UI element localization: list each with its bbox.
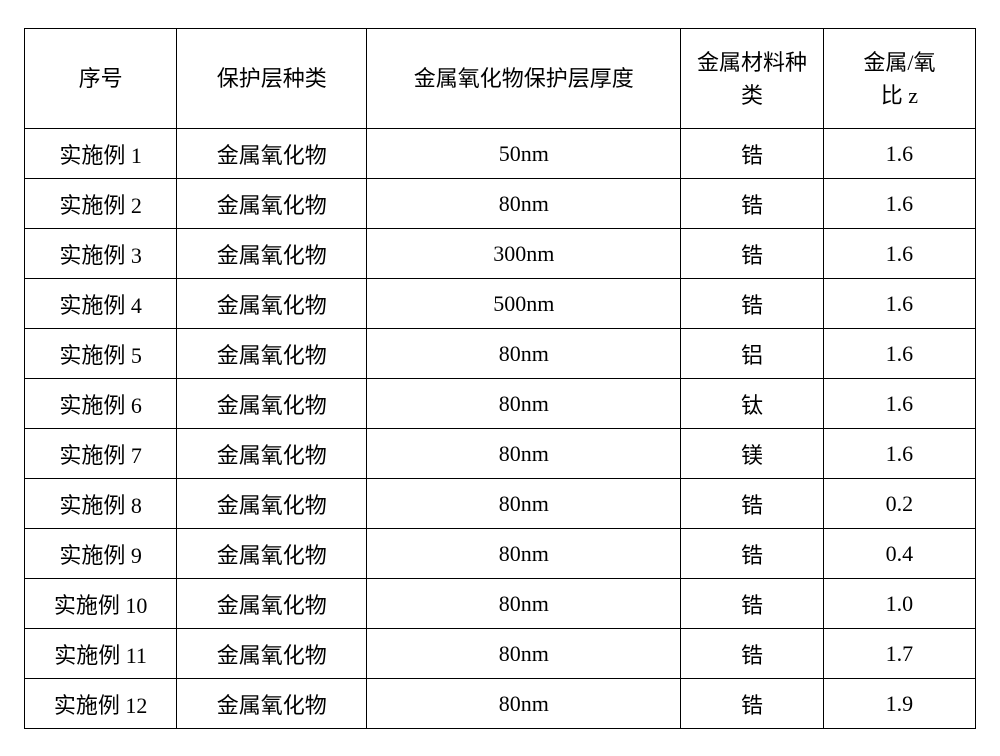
col-header-type-l1: 保护层种类 (217, 62, 327, 95)
cell-ratio: 1.6 (823, 379, 975, 429)
table-row: 实施例 5 金属氧化物 80nm 铝 1.6 (25, 329, 976, 379)
table-row: 实施例 11 金属氧化物 80nm 锆 1.7 (25, 629, 976, 679)
cell-type: 金属氧化物 (177, 479, 367, 529)
cell-thickness: 300nm (367, 229, 681, 279)
cell-type: 金属氧化物 (177, 329, 367, 379)
table-row: 实施例 6 金属氧化物 80nm 钛 1.6 (25, 379, 976, 429)
cell-seq: 实施例 8 (25, 479, 177, 529)
cell-ratio: 1.6 (823, 229, 975, 279)
cell-seq: 实施例 2 (25, 179, 177, 229)
cell-metal: 锆 (681, 629, 824, 679)
cell-metal: 铝 (681, 329, 824, 379)
cell-thickness: 80nm (367, 629, 681, 679)
cell-seq: 实施例 10 (25, 579, 177, 629)
cell-seq: 实施例 11 (25, 629, 177, 679)
table-row: 实施例 10 金属氧化物 80nm 锆 1.0 (25, 579, 976, 629)
cell-ratio: 1.0 (823, 579, 975, 629)
cell-seq: 实施例 9 (25, 529, 177, 579)
cell-ratio: 0.2 (823, 479, 975, 529)
table-body: 实施例 1 金属氧化物 50nm 锆 1.6 实施例 2 金属氧化物 80nm … (25, 129, 976, 729)
cell-ratio: 1.6 (823, 129, 975, 179)
cell-type: 金属氧化物 (177, 379, 367, 429)
cell-seq: 实施例 1 (25, 129, 177, 179)
cell-metal: 锆 (681, 279, 824, 329)
table-row: 实施例 3 金属氧化物 300nm 锆 1.6 (25, 229, 976, 279)
cell-metal: 锆 (681, 179, 824, 229)
cell-thickness: 80nm (367, 579, 681, 629)
col-header-metal-l1: 金属材料种 (697, 46, 807, 79)
cell-seq: 实施例 5 (25, 329, 177, 379)
cell-type: 金属氧化物 (177, 129, 367, 179)
cell-thickness: 80nm (367, 479, 681, 529)
col-header-type: 保护层种类 (177, 29, 367, 129)
col-header-seq-l1: 序号 (79, 62, 123, 95)
table-row: 实施例 1 金属氧化物 50nm 锆 1.6 (25, 129, 976, 179)
cell-metal: 锆 (681, 679, 824, 729)
cell-thickness: 80nm (367, 429, 681, 479)
cell-type: 金属氧化物 (177, 529, 367, 579)
col-header-thickness: 金属氧化物保护层厚度 (367, 29, 681, 129)
table-row: 实施例 4 金属氧化物 500nm 锆 1.6 (25, 279, 976, 329)
cell-thickness: 80nm (367, 679, 681, 729)
col-header-metal-l2: 类 (741, 79, 763, 112)
cell-metal: 锆 (681, 129, 824, 179)
cell-type: 金属氧化物 (177, 229, 367, 279)
cell-type: 金属氧化物 (177, 279, 367, 329)
cell-seq: 实施例 12 (25, 679, 177, 729)
cell-ratio: 1.6 (823, 279, 975, 329)
cell-thickness: 50nm (367, 129, 681, 179)
data-table: 序号 保护层种类 金属氧化物保护层厚度 金属材料种 类 (24, 28, 976, 729)
cell-thickness: 80nm (367, 529, 681, 579)
table-row: 实施例 7 金属氧化物 80nm 镁 1.6 (25, 429, 976, 479)
cell-thickness: 80nm (367, 179, 681, 229)
cell-type: 金属氧化物 (177, 179, 367, 229)
col-header-ratio: 金属/氧 比 z (823, 29, 975, 129)
cell-metal: 锆 (681, 529, 824, 579)
table-row: 实施例 8 金属氧化物 80nm 锆 0.2 (25, 479, 976, 529)
table-row: 实施例 9 金属氧化物 80nm 锆 0.4 (25, 529, 976, 579)
cell-ratio: 1.7 (823, 629, 975, 679)
cell-metal: 锆 (681, 229, 824, 279)
col-header-seq: 序号 (25, 29, 177, 129)
cell-seq: 实施例 7 (25, 429, 177, 479)
cell-type: 金属氧化物 (177, 629, 367, 679)
cell-metal: 锆 (681, 479, 824, 529)
cell-metal: 锆 (681, 579, 824, 629)
cell-ratio: 1.6 (823, 179, 975, 229)
cell-metal: 镁 (681, 429, 824, 479)
cell-seq: 实施例 4 (25, 279, 177, 329)
cell-seq: 实施例 6 (25, 379, 177, 429)
cell-ratio: 0.4 (823, 529, 975, 579)
table-row: 实施例 2 金属氧化物 80nm 锆 1.6 (25, 179, 976, 229)
cell-ratio: 1.6 (823, 329, 975, 379)
cell-type: 金属氧化物 (177, 429, 367, 479)
cell-seq: 实施例 3 (25, 229, 177, 279)
cell-ratio: 1.6 (823, 429, 975, 479)
col-header-thickness-l1: 金属氧化物保护层厚度 (414, 62, 634, 95)
cell-type: 金属氧化物 (177, 579, 367, 629)
cell-type: 金属氧化物 (177, 679, 367, 729)
col-header-ratio-l2: 比 z (881, 79, 918, 112)
cell-metal: 钛 (681, 379, 824, 429)
col-header-metal: 金属材料种 类 (681, 29, 824, 129)
cell-thickness: 80nm (367, 329, 681, 379)
cell-thickness: 500nm (367, 279, 681, 329)
table-row: 实施例 12 金属氧化物 80nm 锆 1.9 (25, 679, 976, 729)
col-header-ratio-l1: 金属/氧 (863, 46, 935, 79)
table-header-row: 序号 保护层种类 金属氧化物保护层厚度 金属材料种 类 (25, 29, 976, 129)
cell-thickness: 80nm (367, 379, 681, 429)
cell-ratio: 1.9 (823, 679, 975, 729)
